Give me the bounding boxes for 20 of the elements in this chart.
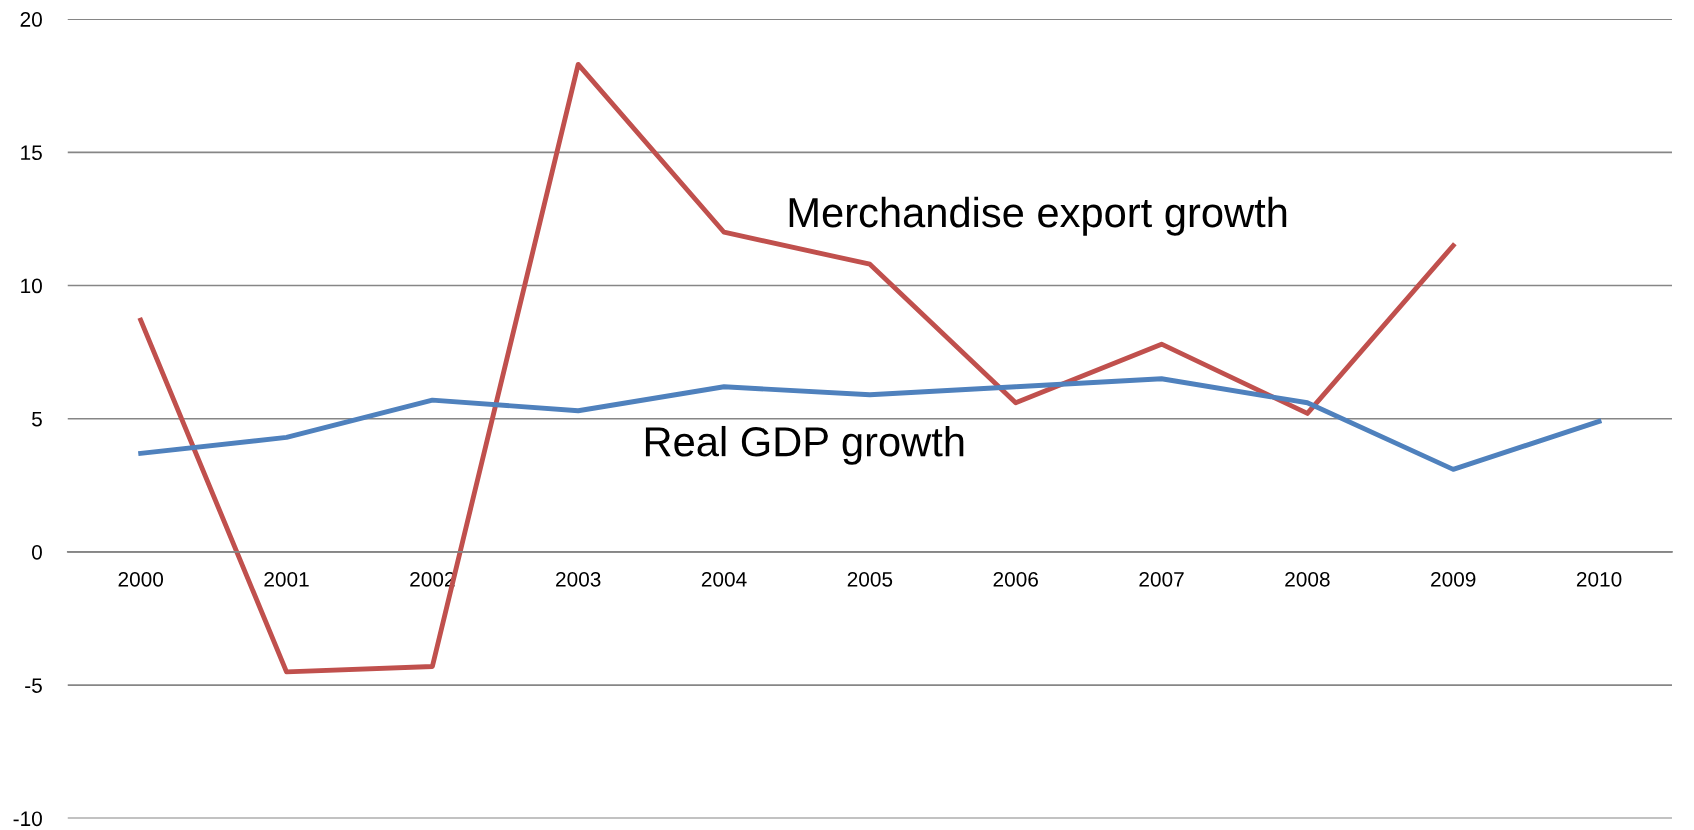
y-tick-label: -10 [13,811,42,827]
line-series [138,376,1602,472]
y-tick-label: -5 [25,678,42,693]
y-tick-label: 0 [31,544,42,560]
y-tick-label: 5 [32,411,42,427]
x-tick-label: 2010 [1576,571,1622,587]
x-tick-label: 2003 [556,571,601,587]
x-tick-label: 2000 [118,571,164,587]
series-label: Merchandise export growth [789,196,1287,236]
y-tick-label: 20 [20,12,42,27]
x-tick-label: 2009 [1431,571,1476,587]
x-tick-label: 2001 [264,571,309,587]
x-tick-label: 2005 [847,571,893,587]
series-label: Real GDP growth [645,425,964,465]
x-tick-label: 2007 [1139,571,1184,587]
y-tick-label: 15 [21,145,42,161]
y-tick-label: 10 [21,278,42,294]
x-tick-label: 2004 [701,571,747,587]
x-tick-label: 2006 [993,571,1038,587]
x-tick-label: 2008 [1285,571,1330,587]
